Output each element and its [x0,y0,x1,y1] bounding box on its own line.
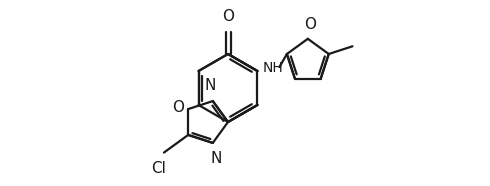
Text: Cl: Cl [151,161,167,176]
Text: N: N [210,151,221,166]
Text: O: O [222,9,234,24]
Text: N: N [204,78,216,93]
Text: O: O [304,17,316,32]
Text: O: O [172,100,184,115]
Text: NH: NH [263,61,283,75]
